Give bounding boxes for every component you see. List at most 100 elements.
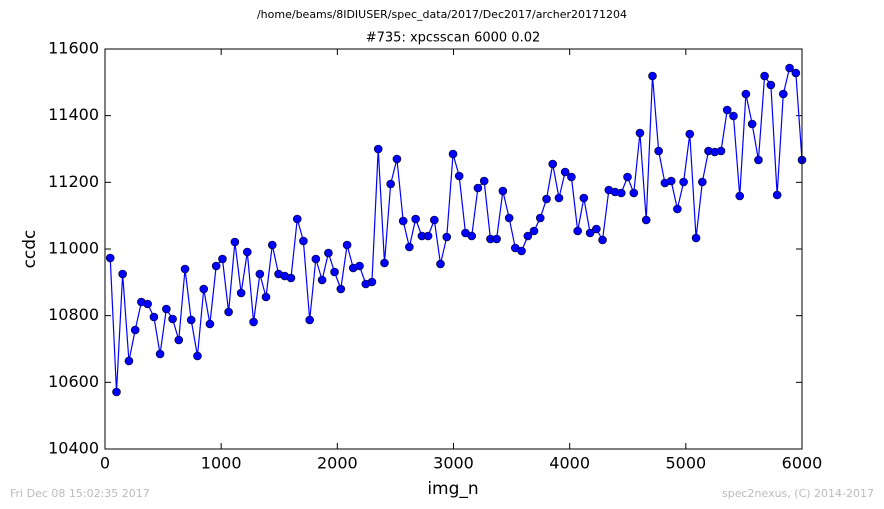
data-point — [243, 247, 252, 257]
data-point — [186, 315, 196, 325]
data-point — [629, 188, 639, 198]
data-point — [423, 231, 433, 241]
data-point — [199, 284, 209, 294]
data-point — [130, 325, 140, 335]
data-point — [436, 259, 445, 269]
data-point — [230, 237, 240, 247]
data-point — [592, 224, 601, 234]
data-point — [205, 319, 215, 329]
data-point — [398, 216, 408, 226]
data-point — [467, 231, 477, 241]
data-point — [324, 248, 333, 258]
data-point — [261, 292, 271, 302]
data-point — [311, 254, 321, 264]
data-point — [673, 204, 682, 214]
data-point — [523, 231, 533, 241]
data-point — [236, 288, 246, 298]
data-point — [554, 193, 564, 203]
data-point — [211, 261, 221, 271]
data-point — [754, 155, 763, 165]
chart-title: #735: xpcsscan 6000 0.02 — [366, 31, 541, 46]
data-point — [517, 246, 526, 256]
data-point — [442, 232, 452, 242]
data-point — [560, 167, 570, 177]
data-point — [679, 177, 688, 187]
y-tick-label: 10800 — [48, 305, 99, 324]
data-point — [405, 242, 414, 252]
y-tick-label: 10400 — [48, 439, 99, 458]
data-point — [616, 188, 626, 198]
data-point — [772, 190, 782, 200]
x-tick-label: 2000 — [317, 454, 358, 473]
y-tick-label: 11600 — [48, 39, 99, 58]
data-point — [448, 149, 458, 159]
data-point — [504, 213, 514, 223]
data-point — [305, 315, 314, 325]
data-point — [654, 146, 663, 156]
data-point — [162, 304, 171, 314]
data-point — [267, 240, 277, 250]
data-point — [286, 273, 296, 283]
data-point — [685, 129, 695, 139]
data-point — [473, 183, 483, 193]
data-point — [548, 159, 558, 169]
x-tick-label: 6000 — [782, 454, 823, 473]
footer-left: Fri Dec 08 15:02:35 2017 — [10, 487, 150, 500]
data-point — [224, 307, 233, 317]
data-point — [729, 111, 738, 121]
data-point — [479, 176, 489, 186]
plot-frame — [104, 48, 803, 450]
data-point — [386, 179, 395, 189]
y-tick-label: 11400 — [48, 105, 99, 124]
data-point — [454, 171, 464, 181]
suptitle: /home/beams/8IDIUSER/spec_data/2017/Dec2… — [257, 8, 627, 21]
data-point — [112, 387, 121, 397]
series-line — [109, 66, 803, 393]
data-point — [155, 349, 165, 359]
data-point — [118, 269, 127, 279]
data-point — [791, 68, 801, 78]
x-tick-label: 0 — [100, 454, 110, 473]
data-point — [299, 236, 308, 246]
data-point — [411, 214, 420, 224]
data-point — [392, 154, 402, 164]
data-point — [143, 299, 152, 309]
x-tick-label: 4000 — [549, 454, 590, 473]
data-point — [579, 193, 589, 203]
data-point — [149, 312, 159, 322]
data-point — [735, 191, 745, 201]
data-point — [342, 240, 352, 250]
footer-right: spec2nexus, (C) 2014-2017 — [722, 487, 874, 500]
data-point — [218, 254, 227, 264]
data-point — [741, 89, 751, 99]
data-point — [778, 89, 788, 99]
y-tick-label: 10600 — [48, 372, 99, 391]
data-point — [691, 233, 701, 243]
data-point — [535, 213, 545, 223]
x-tick-label: 5000 — [665, 454, 706, 473]
data-point — [380, 258, 389, 268]
data-point — [355, 261, 364, 271]
data-point — [785, 63, 794, 73]
data-point — [648, 71, 657, 81]
data-point — [193, 351, 202, 361]
data-point — [124, 356, 134, 366]
data-point — [585, 228, 595, 238]
data-point — [623, 172, 632, 182]
data-point — [498, 186, 508, 196]
data-point — [492, 234, 501, 244]
data-point — [716, 146, 726, 156]
y-tick-label: 11000 — [48, 239, 99, 258]
data-point — [641, 215, 651, 225]
data-point — [255, 269, 265, 279]
data-point — [430, 215, 439, 225]
data-point — [722, 105, 732, 115]
data-point — [747, 119, 757, 129]
data-point — [292, 214, 302, 224]
data-point — [635, 128, 645, 138]
data-point — [336, 284, 346, 294]
data-point — [573, 226, 582, 236]
data-point — [168, 314, 177, 324]
data-point — [598, 235, 607, 245]
